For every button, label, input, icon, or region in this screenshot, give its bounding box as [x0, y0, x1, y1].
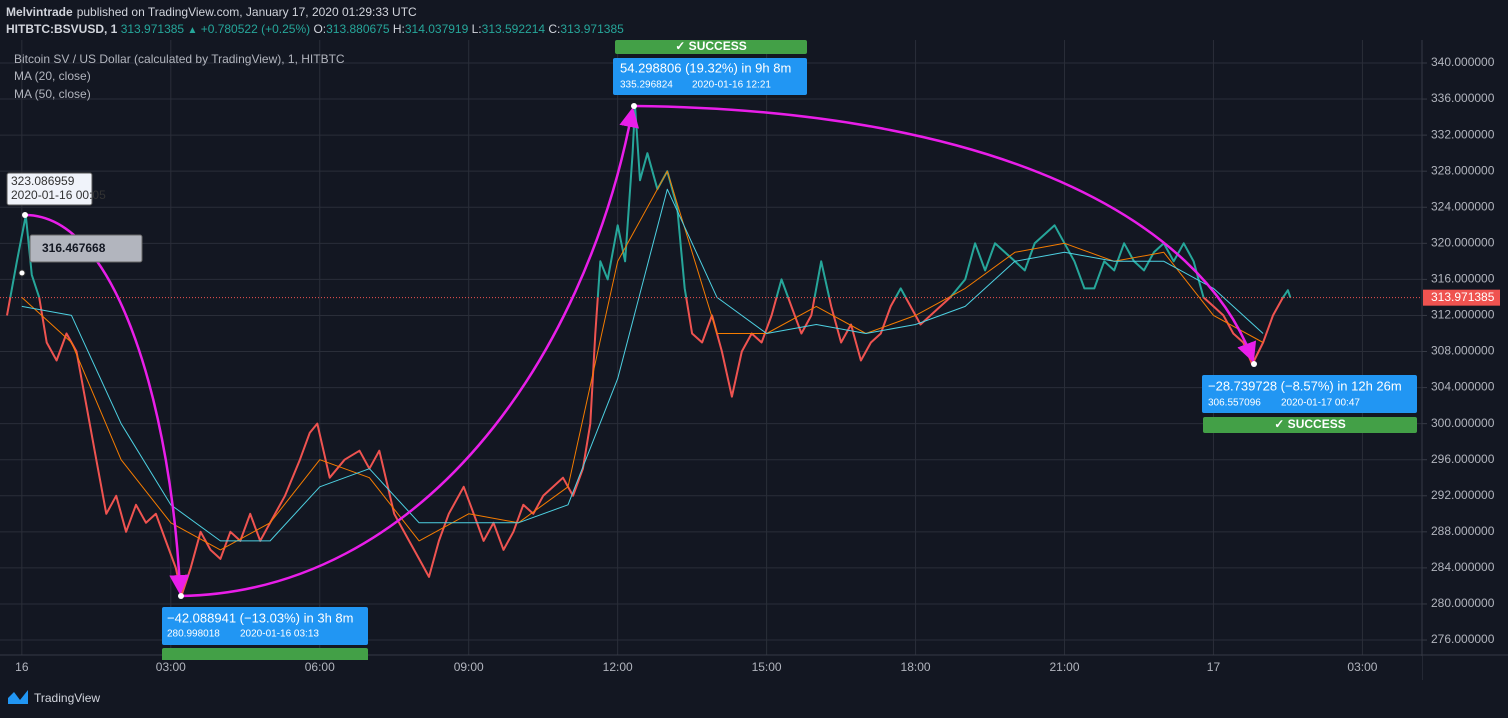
point — [22, 212, 28, 218]
close: 313.971385 — [560, 22, 624, 36]
y-tick-label: 304.000000 — [1431, 380, 1495, 394]
arc — [633, 104, 1257, 363]
measure-box — [613, 58, 807, 95]
y-tick-label: 312.000000 — [1431, 308, 1495, 322]
point — [178, 593, 184, 599]
last: 313.971385 — [121, 22, 185, 36]
point — [631, 103, 637, 109]
point — [18, 269, 26, 277]
success-badge — [1203, 417, 1417, 433]
price-line — [6, 104, 1292, 596]
cursor-note — [29, 234, 143, 263]
success-badge — [615, 40, 807, 54]
logo — [8, 690, 28, 704]
open-label: O: — [313, 22, 326, 36]
x-tick-label: 17 — [1207, 660, 1221, 674]
x-tick-label: 09:00 — [454, 660, 484, 674]
y-tick-label: 324.000000 — [1431, 199, 1495, 213]
legend-entry: MA (20, close) — [14, 69, 91, 83]
x-tick-label: 21:00 — [1049, 660, 1079, 674]
y-tick-label: 296.000000 — [1431, 452, 1495, 466]
measure-box — [162, 607, 368, 645]
legend-title: Bitcoin SV / US Dollar (calculated by Tr… — [14, 52, 345, 66]
x-tick-label: 06:00 — [305, 660, 335, 674]
author: Melvintrade — [6, 5, 73, 19]
ma-line — [21, 188, 1264, 542]
measure-date: 2020-01-16 12:21 — [692, 80, 771, 91]
measure-change: −28.739728 (−8.57%) in 12h 26m — [1208, 378, 1402, 393]
price-note — [6, 172, 93, 206]
change: +0.780522 (+0.25%) — [201, 22, 310, 36]
y-tick-label: 340.000000 — [1431, 55, 1495, 69]
y-tick-label: 300.000000 — [1431, 416, 1495, 430]
close-label: C: — [548, 22, 560, 36]
success-text: ✓ SUCCESS — [675, 39, 746, 53]
note-price: 323.086959 — [11, 174, 75, 188]
symbol-line: HITBTC:BSVUSD, 1 313.971385 ▲ +0.780522 … — [6, 22, 624, 36]
last-price-tag — [1423, 289, 1500, 306]
success-text: ✓ SUCCESS — [1274, 417, 1345, 431]
low-label: L: — [472, 22, 482, 36]
arrow: ▲ — [187, 25, 197, 36]
y-tick-label: 316.000000 — [1431, 272, 1495, 286]
published: published on TradingView.com, January 17… — [77, 5, 417, 19]
success-badge-edge — [162, 656, 368, 660]
y-tick-label: 276.000000 — [1431, 632, 1495, 646]
header-line: Melvintrade published on TradingView.com,… — [6, 5, 417, 19]
note-date: 2020-01-16 00:05 — [11, 188, 106, 202]
measure-date: 2020-01-17 00:47 — [1281, 398, 1360, 409]
ma-line — [21, 170, 1264, 551]
y-tick-label: 280.000000 — [1431, 596, 1495, 610]
point — [1251, 361, 1257, 367]
last-price-label: 313.971385 — [1431, 290, 1495, 304]
cursor-price: 316.467668 — [42, 241, 106, 255]
footer: TradingView — [34, 691, 100, 705]
high-label: H: — [393, 22, 405, 36]
y-tick-label: 308.000000 — [1431, 344, 1495, 358]
high: 314.037919 — [405, 22, 469, 36]
x-tick-label: 18:00 — [901, 660, 931, 674]
axis-strip — [0, 656, 1422, 718]
x-tick-label: 12:00 — [603, 660, 633, 674]
measure-price: 280.998018 — [167, 629, 220, 640]
arc — [180, 107, 640, 598]
symbol: HITBTC:BSVUSD, 1 — [6, 22, 118, 36]
legend-entry: MA (50, close) — [14, 87, 91, 101]
y-tick-label: 328.000000 — [1431, 163, 1495, 177]
y-tick-label: 332.000000 — [1431, 127, 1495, 141]
low: 313.592214 — [482, 22, 546, 36]
x-tick-label: 15:00 — [752, 660, 782, 674]
measure-change: 54.298806 (19.32%) in 9h 8m — [620, 60, 791, 75]
arc — [24, 213, 190, 595]
y-tick-label: 288.000000 — [1431, 524, 1495, 538]
x-tick-label: 03:00 — [1347, 660, 1377, 674]
measure-date: 2020-01-16 03:13 — [240, 629, 319, 640]
y-tick-label: 284.000000 — [1431, 560, 1495, 574]
measure-change: −42.088941 (−13.03%) in 3h 8m — [167, 610, 353, 625]
y-tick-label: 336.000000 — [1431, 91, 1495, 105]
open: 313.880675 — [326, 22, 390, 36]
measure-price: 306.557096 — [1208, 398, 1261, 409]
plot — [0, 104, 1422, 596]
x-tick-label: 03:00 — [156, 660, 186, 674]
x-tick-label: 16 — [15, 660, 29, 674]
measure-box — [1202, 375, 1417, 413]
y-tick-label: 292.000000 — [1431, 488, 1495, 502]
measure-price: 335.296824 — [620, 80, 673, 91]
y-tick-label: 320.000000 — [1431, 235, 1495, 249]
